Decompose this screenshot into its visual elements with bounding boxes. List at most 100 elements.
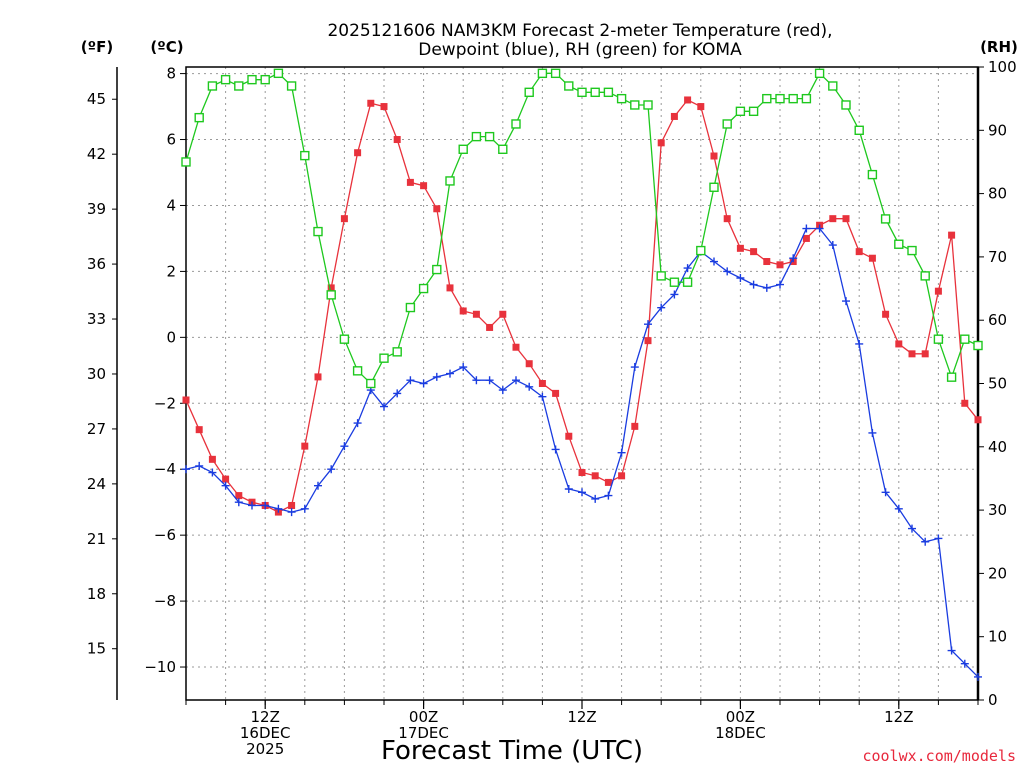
rh-point — [194, 112, 204, 123]
dewpoint-point — [710, 257, 718, 266]
temperature-point — [684, 96, 692, 104]
dewpoint-point — [617, 448, 626, 457]
temperature-point — [631, 422, 639, 430]
rh-point — [498, 144, 508, 154]
dewpoint-point — [551, 445, 560, 454]
rh-tick-label: 80 — [988, 185, 1007, 203]
x-axis-label: Forecast Time (UTC) — [381, 736, 643, 766]
temperature-point — [222, 475, 230, 483]
x-tick-label: 00Z — [409, 708, 438, 726]
celsius-tick-label: −4 — [154, 460, 176, 478]
fahrenheit-tick-label: 18 — [87, 585, 106, 603]
rh-tick-label: 10 — [988, 628, 1007, 646]
rh-point — [854, 125, 864, 136]
x-tick-label: 12Z — [884, 708, 913, 726]
dewpoint-point — [657, 303, 666, 312]
rh-point — [418, 283, 429, 294]
dewpoint-point — [248, 501, 256, 510]
series-temperature — [182, 96, 982, 516]
rh-unit-label: (RH) — [980, 38, 1018, 56]
celsius-tick-label: −8 — [154, 592, 176, 610]
temperature-point — [829, 215, 837, 223]
dewpoint-point — [921, 537, 930, 546]
rh-point — [300, 150, 310, 161]
rh-tick-label: 70 — [988, 248, 1007, 266]
dewpoint-point — [591, 494, 600, 503]
temperature-point — [195, 426, 203, 434]
temperature-point — [855, 248, 863, 256]
temperature-point — [538, 380, 546, 387]
temperature-point — [525, 360, 533, 368]
temperature-point — [459, 307, 467, 315]
rh-point — [814, 68, 825, 79]
dewpoint-point — [802, 224, 811, 233]
temperature-point — [314, 373, 322, 381]
temperature-point — [235, 492, 243, 500]
temperature-point — [736, 244, 744, 252]
temperature-point — [750, 248, 758, 256]
celsius-tick-label: −6 — [154, 526, 176, 544]
dewpoint-point — [525, 382, 534, 391]
dewpoint-point — [842, 297, 850, 306]
temperature-point — [327, 284, 335, 292]
temperature-point — [921, 350, 929, 358]
rh-point — [841, 100, 851, 110]
rh-point — [828, 81, 838, 91]
rh-point — [458, 144, 468, 154]
fahrenheit-tick-label: 21 — [87, 530, 106, 548]
rh-point — [696, 245, 706, 256]
tick-labels: −10−8−6−4−202468151821242730333639424501… — [87, 58, 1017, 758]
rh-point — [550, 68, 561, 79]
x-tick-label: 17DEC — [398, 724, 449, 742]
temperature-point — [499, 310, 507, 318]
dewpoint-point — [736, 274, 745, 282]
dewpoint-point — [776, 280, 784, 289]
dewpoint-point — [683, 264, 692, 273]
dewpoint-point — [393, 389, 402, 398]
fahrenheit-tick-label: 24 — [87, 475, 106, 493]
temperature-point — [697, 103, 705, 111]
temperature-point — [591, 472, 599, 480]
dewpoint-point — [221, 481, 230, 490]
temperature-point — [340, 215, 348, 223]
temperature-point — [208, 455, 216, 463]
temperature-point — [670, 112, 678, 120]
x-tick-label: 18DEC — [715, 724, 766, 742]
temperature-point — [552, 389, 560, 397]
dewpoint-point — [670, 290, 679, 299]
rh-point — [234, 81, 244, 91]
rh-point — [260, 74, 270, 85]
rh-point — [313, 226, 323, 237]
rh-point — [616, 93, 627, 104]
rh-point — [682, 277, 693, 287]
rh-tick-label: 20 — [988, 564, 1007, 582]
series-dewpoint — [182, 224, 982, 681]
rh-point — [603, 87, 614, 98]
fahrenheit-tick-label: 33 — [87, 310, 106, 328]
rh-point — [656, 271, 666, 281]
temperature-point — [420, 182, 428, 190]
dewpoint-point — [564, 485, 573, 493]
dewpoint-point — [472, 376, 481, 385]
rh-point — [590, 87, 600, 98]
dewpoint-point — [195, 461, 204, 470]
rh-point — [762, 93, 772, 104]
temperature-point — [604, 478, 612, 486]
fahrenheit-unit-label: (ºF) — [81, 38, 113, 56]
dewpoint-point — [868, 428, 877, 437]
rh-point — [880, 214, 891, 224]
x-tick-label: 12Z — [251, 708, 280, 726]
temperature-point — [472, 310, 480, 318]
rh-point — [339, 334, 350, 344]
dewpoint-point — [340, 442, 349, 451]
temperature-point — [776, 261, 784, 269]
rh-point — [445, 176, 455, 186]
chart-title-line1: 2025121606 NAM3KM Forecast 2-meter Tempe… — [327, 21, 832, 41]
dewpoint-point — [723, 267, 732, 276]
temperature-point — [354, 149, 362, 157]
rh-point — [920, 271, 930, 281]
rh-point — [181, 157, 191, 167]
dewpoint-point — [327, 465, 336, 474]
dewpoint-point — [353, 419, 362, 428]
dewpoint-point — [274, 504, 283, 513]
